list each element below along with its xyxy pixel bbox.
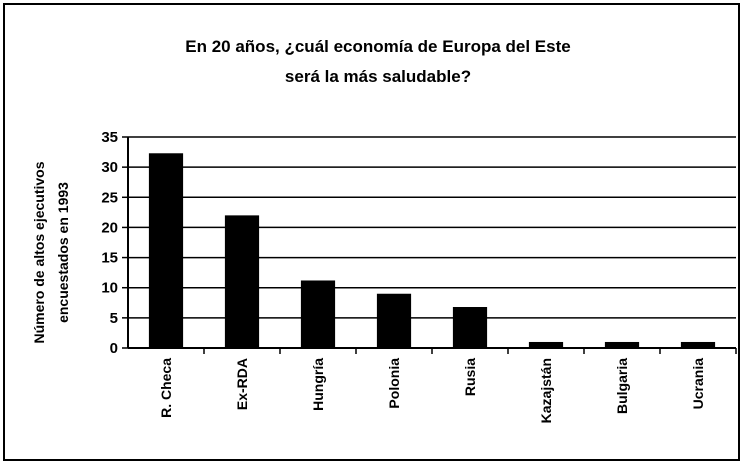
y-axis-label-line: Número de altos ejecutivos <box>31 161 47 343</box>
bar <box>301 280 335 348</box>
category-label: Ucrania <box>690 358 706 410</box>
bar <box>377 294 411 348</box>
y-tick-label: 35 <box>101 129 118 146</box>
category-label: Hungría <box>310 358 326 411</box>
category-label: Rusia <box>462 358 478 396</box>
chart-title-line-2: será la más saludable? <box>285 67 471 86</box>
y-tick-label: 25 <box>101 189 118 206</box>
y-axis-label-line: encuestados en 1993 <box>55 182 71 323</box>
bar <box>605 342 639 348</box>
y-tick-label: 0 <box>110 340 118 357</box>
category-label: Bulgaria <box>614 358 630 414</box>
category-label: Ex-RDA <box>234 358 250 410</box>
category-label: R. Checa <box>158 358 174 418</box>
chart-title-line-1: En 20 años, ¿cuál economía de Europa del… <box>185 37 570 56</box>
bar <box>529 342 563 348</box>
y-tick-label: 30 <box>101 159 118 176</box>
y-tick-label: 15 <box>101 250 118 267</box>
bar <box>149 153 183 348</box>
bar <box>681 342 715 348</box>
category-label: Polonia <box>386 358 402 409</box>
y-tick-label: 5 <box>110 310 118 327</box>
category-label: Kazajstán <box>538 358 554 423</box>
bar <box>453 307 487 348</box>
y-tick-label: 20 <box>101 219 118 236</box>
bar <box>225 215 259 348</box>
y-tick-label: 10 <box>101 280 118 297</box>
